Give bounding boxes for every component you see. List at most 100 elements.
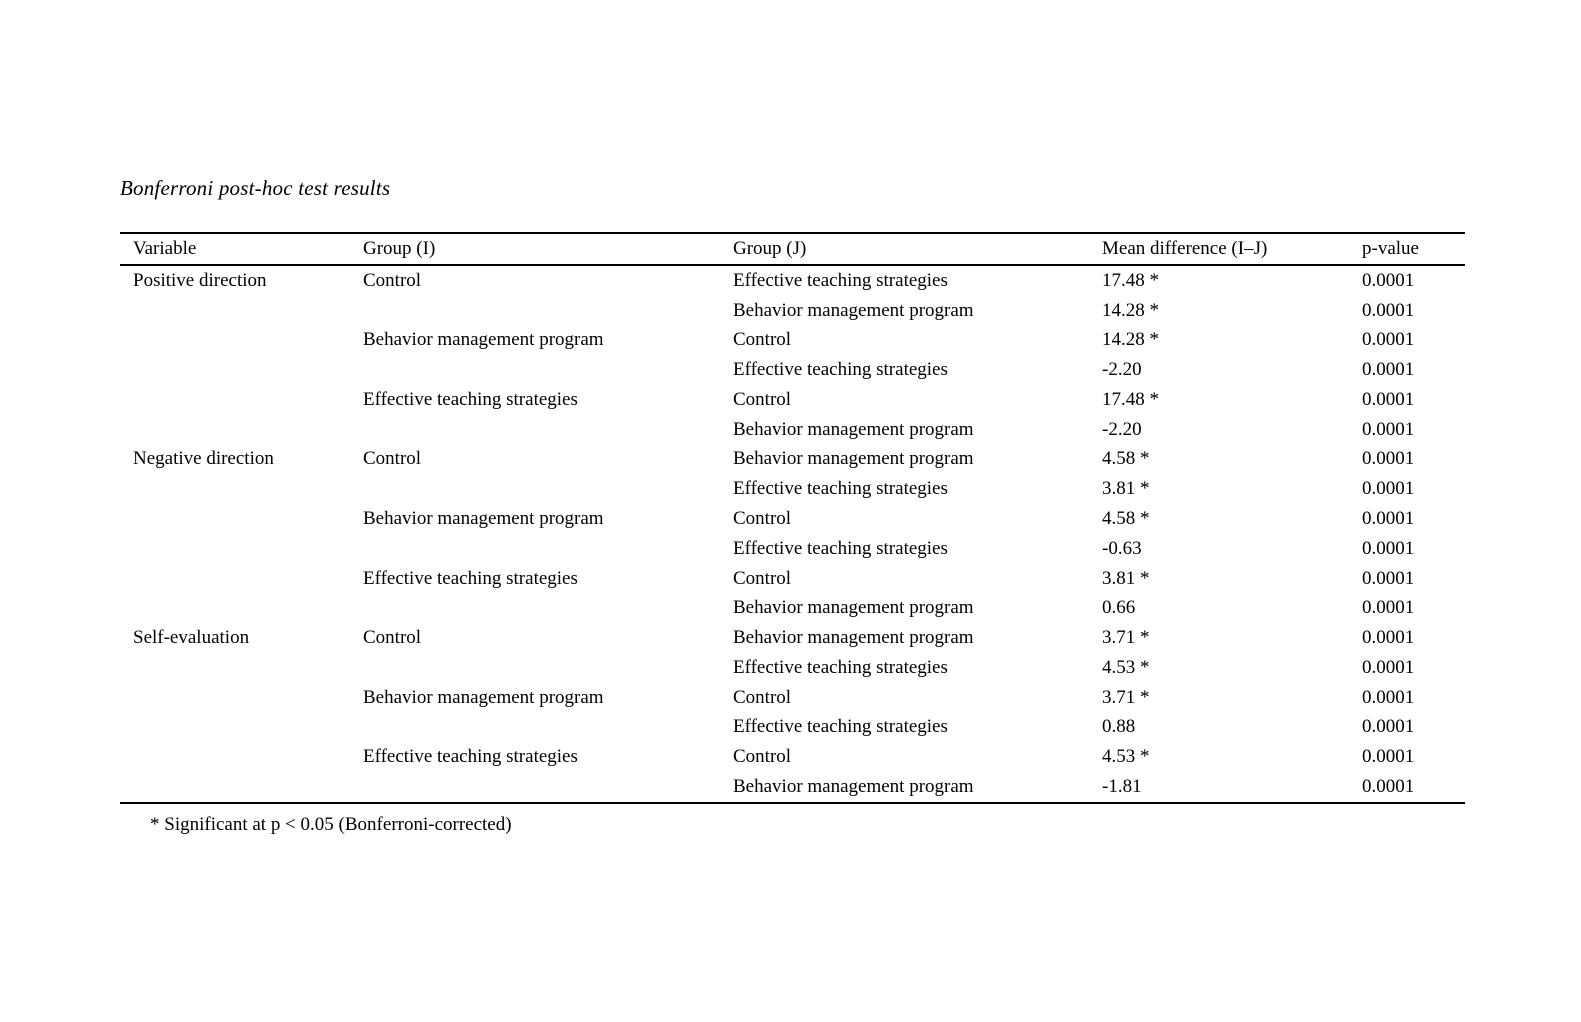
cell-mean-difference: 3.71 * xyxy=(1102,627,1150,649)
cell-group-j: Effective teaching strategies xyxy=(733,269,948,291)
cell-group-i: Behavior management program xyxy=(363,329,604,351)
cell-group-i: Control xyxy=(363,627,422,649)
cell-p-value: 0.0001 xyxy=(1362,567,1415,589)
cell-group-j: Control xyxy=(733,329,792,351)
table-row: Behavior management program Control 14.28 … xyxy=(120,326,1465,356)
cell-group-j: Effective teaching strategies xyxy=(733,716,948,738)
cell-group-j: Behavior management program xyxy=(733,775,974,797)
cell-variable xyxy=(120,772,350,803)
column-header-variable: Variable xyxy=(120,233,350,266)
cell-mean-difference: 4.58 * xyxy=(1102,448,1150,470)
cell-mean-difference: 17.48 * xyxy=(1102,269,1159,291)
column-header-group-j: Group (J) xyxy=(720,233,1089,266)
table-row: Self-evaluation Control Behavior managemen… xyxy=(120,623,1465,653)
cell-mean-difference: -1.81 xyxy=(1102,775,1142,797)
cell-mean-difference: -2.20 xyxy=(1102,359,1142,381)
table-row: Behavior management program 0.66 0.0001 xyxy=(120,593,1465,623)
cell-group-i: Behavior management program xyxy=(363,508,604,529)
cell-variable xyxy=(120,474,350,504)
cell-mean-difference: -0.63 xyxy=(1102,537,1142,559)
cell-group-i xyxy=(350,296,720,326)
cell-group-i xyxy=(350,772,720,803)
cell-mean-difference: -2.20 xyxy=(1102,418,1142,440)
cell-p-value: 0.0001 xyxy=(1362,418,1415,440)
table-row: Negative direction Control Behavior manage… xyxy=(120,445,1465,475)
cell-group-i xyxy=(350,534,720,564)
cell-p-value: 0.0001 xyxy=(1362,716,1415,738)
table-row: Effective teaching strategies 4.53 * 0.000… xyxy=(120,653,1465,683)
cell-group-i: Control xyxy=(363,269,422,291)
cell-group-i: Effective teaching strategies xyxy=(363,567,578,589)
cell-group-i xyxy=(350,355,720,385)
cell-variable xyxy=(120,653,350,683)
cell-variable xyxy=(120,593,350,623)
table-row: Effective teaching strategies 0.88 0.0001 xyxy=(120,712,1465,742)
table-row: Behavior management program -1.81 0.0001 xyxy=(120,772,1465,803)
cell-variable xyxy=(120,683,350,713)
cell-variable: Positive direction xyxy=(133,269,267,291)
cell-variable xyxy=(120,415,350,445)
cell-p-value: 0.0001 xyxy=(1362,686,1415,708)
table-row: Behavior management program 14.28 * 0.0001 xyxy=(120,296,1465,326)
cell-p-value: 0.0001 xyxy=(1362,269,1415,291)
cell-p-value: 0.0001 xyxy=(1362,359,1415,381)
cell-group-j: Behavior management program xyxy=(733,418,974,440)
cell-variable xyxy=(120,355,350,385)
column-header-p-value: p-value xyxy=(1349,233,1465,266)
table-row: Behavior management program Control 3.71 *… xyxy=(120,683,1465,713)
cell-mean-difference: 14.28 * xyxy=(1102,299,1159,321)
cell-variable: Self-evaluation xyxy=(133,627,250,649)
results-table: Variable Group (I) Group (J) Mean differ… xyxy=(120,232,1465,804)
cell-mean-difference: 0.88 xyxy=(1102,716,1136,738)
cell-group-i: Effective teaching strategies xyxy=(363,746,578,768)
cell-group-j: Effective teaching strategies xyxy=(733,478,948,500)
table-row: Effective teaching strategies -0.63 0.0001 xyxy=(120,534,1465,564)
cell-mean-difference: 4.53 * xyxy=(1102,656,1150,678)
cell-group-i xyxy=(350,653,720,683)
cell-p-value: 0.0001 xyxy=(1362,299,1415,321)
cell-variable xyxy=(120,385,350,415)
cell-group-i: Behavior management program xyxy=(363,686,604,708)
cell-variable xyxy=(120,326,350,356)
cell-p-value: 0.0001 xyxy=(1362,478,1415,500)
cell-group-i xyxy=(350,474,720,504)
cell-group-i xyxy=(350,712,720,742)
cell-group-j: Behavior management program xyxy=(733,299,974,321)
cell-group-j: Behavior management program xyxy=(733,448,974,470)
cell-p-value: 0.0001 xyxy=(1362,537,1415,559)
table-footnote: * Significant at p < 0.05 (Bonferroni-co… xyxy=(150,814,512,835)
cell-mean-difference: 3.81 * xyxy=(1102,478,1150,500)
cell-group-j: Effective teaching strategies xyxy=(733,656,948,678)
cell-group-j: Control xyxy=(733,567,792,589)
table-row: Effective teaching strategies 3.81 * 0.000… xyxy=(120,474,1465,504)
table-row: Effective teaching strategies Control 3.81… xyxy=(120,564,1465,594)
cell-mean-difference: 14.28 * xyxy=(1102,329,1159,351)
header-row: Variable Group (I) Group (J) Mean differ… xyxy=(120,233,1465,266)
cell-group-j: Control xyxy=(733,388,792,410)
table-row: Effective teaching strategies -2.20 0.0001 xyxy=(120,355,1465,385)
cell-p-value: 0.0001 xyxy=(1362,448,1415,470)
cell-mean-difference: 4.58 * xyxy=(1102,508,1150,529)
table-title: Bonferroni post-hoc test results xyxy=(120,176,391,200)
cell-variable xyxy=(120,534,350,564)
cell-group-j: Behavior management program xyxy=(733,627,974,649)
results-table-body: Positive direction Control Effective teach… xyxy=(120,265,1465,803)
cell-variable xyxy=(120,296,350,326)
cell-variable xyxy=(120,742,350,772)
cell-p-value: 0.0001 xyxy=(1362,746,1415,768)
cell-group-i xyxy=(350,415,720,445)
cell-p-value: 0.0001 xyxy=(1362,388,1415,410)
cell-variable: Negative direction xyxy=(133,448,274,470)
cell-mean-difference: 3.81 * xyxy=(1102,567,1150,589)
cell-group-j: Control xyxy=(733,686,792,708)
cell-group-j: Control xyxy=(733,508,792,529)
cell-group-j: Behavior management program xyxy=(733,597,974,619)
table-row: Behavior management program Control 4.58 *… xyxy=(120,504,1465,534)
cell-mean-difference: 17.48 * xyxy=(1102,388,1159,410)
cell-variable xyxy=(120,504,350,534)
cell-p-value: 0.0001 xyxy=(1362,329,1415,351)
table-row: Effective teaching strategies Control 17.4… xyxy=(120,385,1465,415)
cell-mean-difference: 4.53 * xyxy=(1102,746,1150,768)
cell-p-value: 0.0001 xyxy=(1362,775,1415,797)
